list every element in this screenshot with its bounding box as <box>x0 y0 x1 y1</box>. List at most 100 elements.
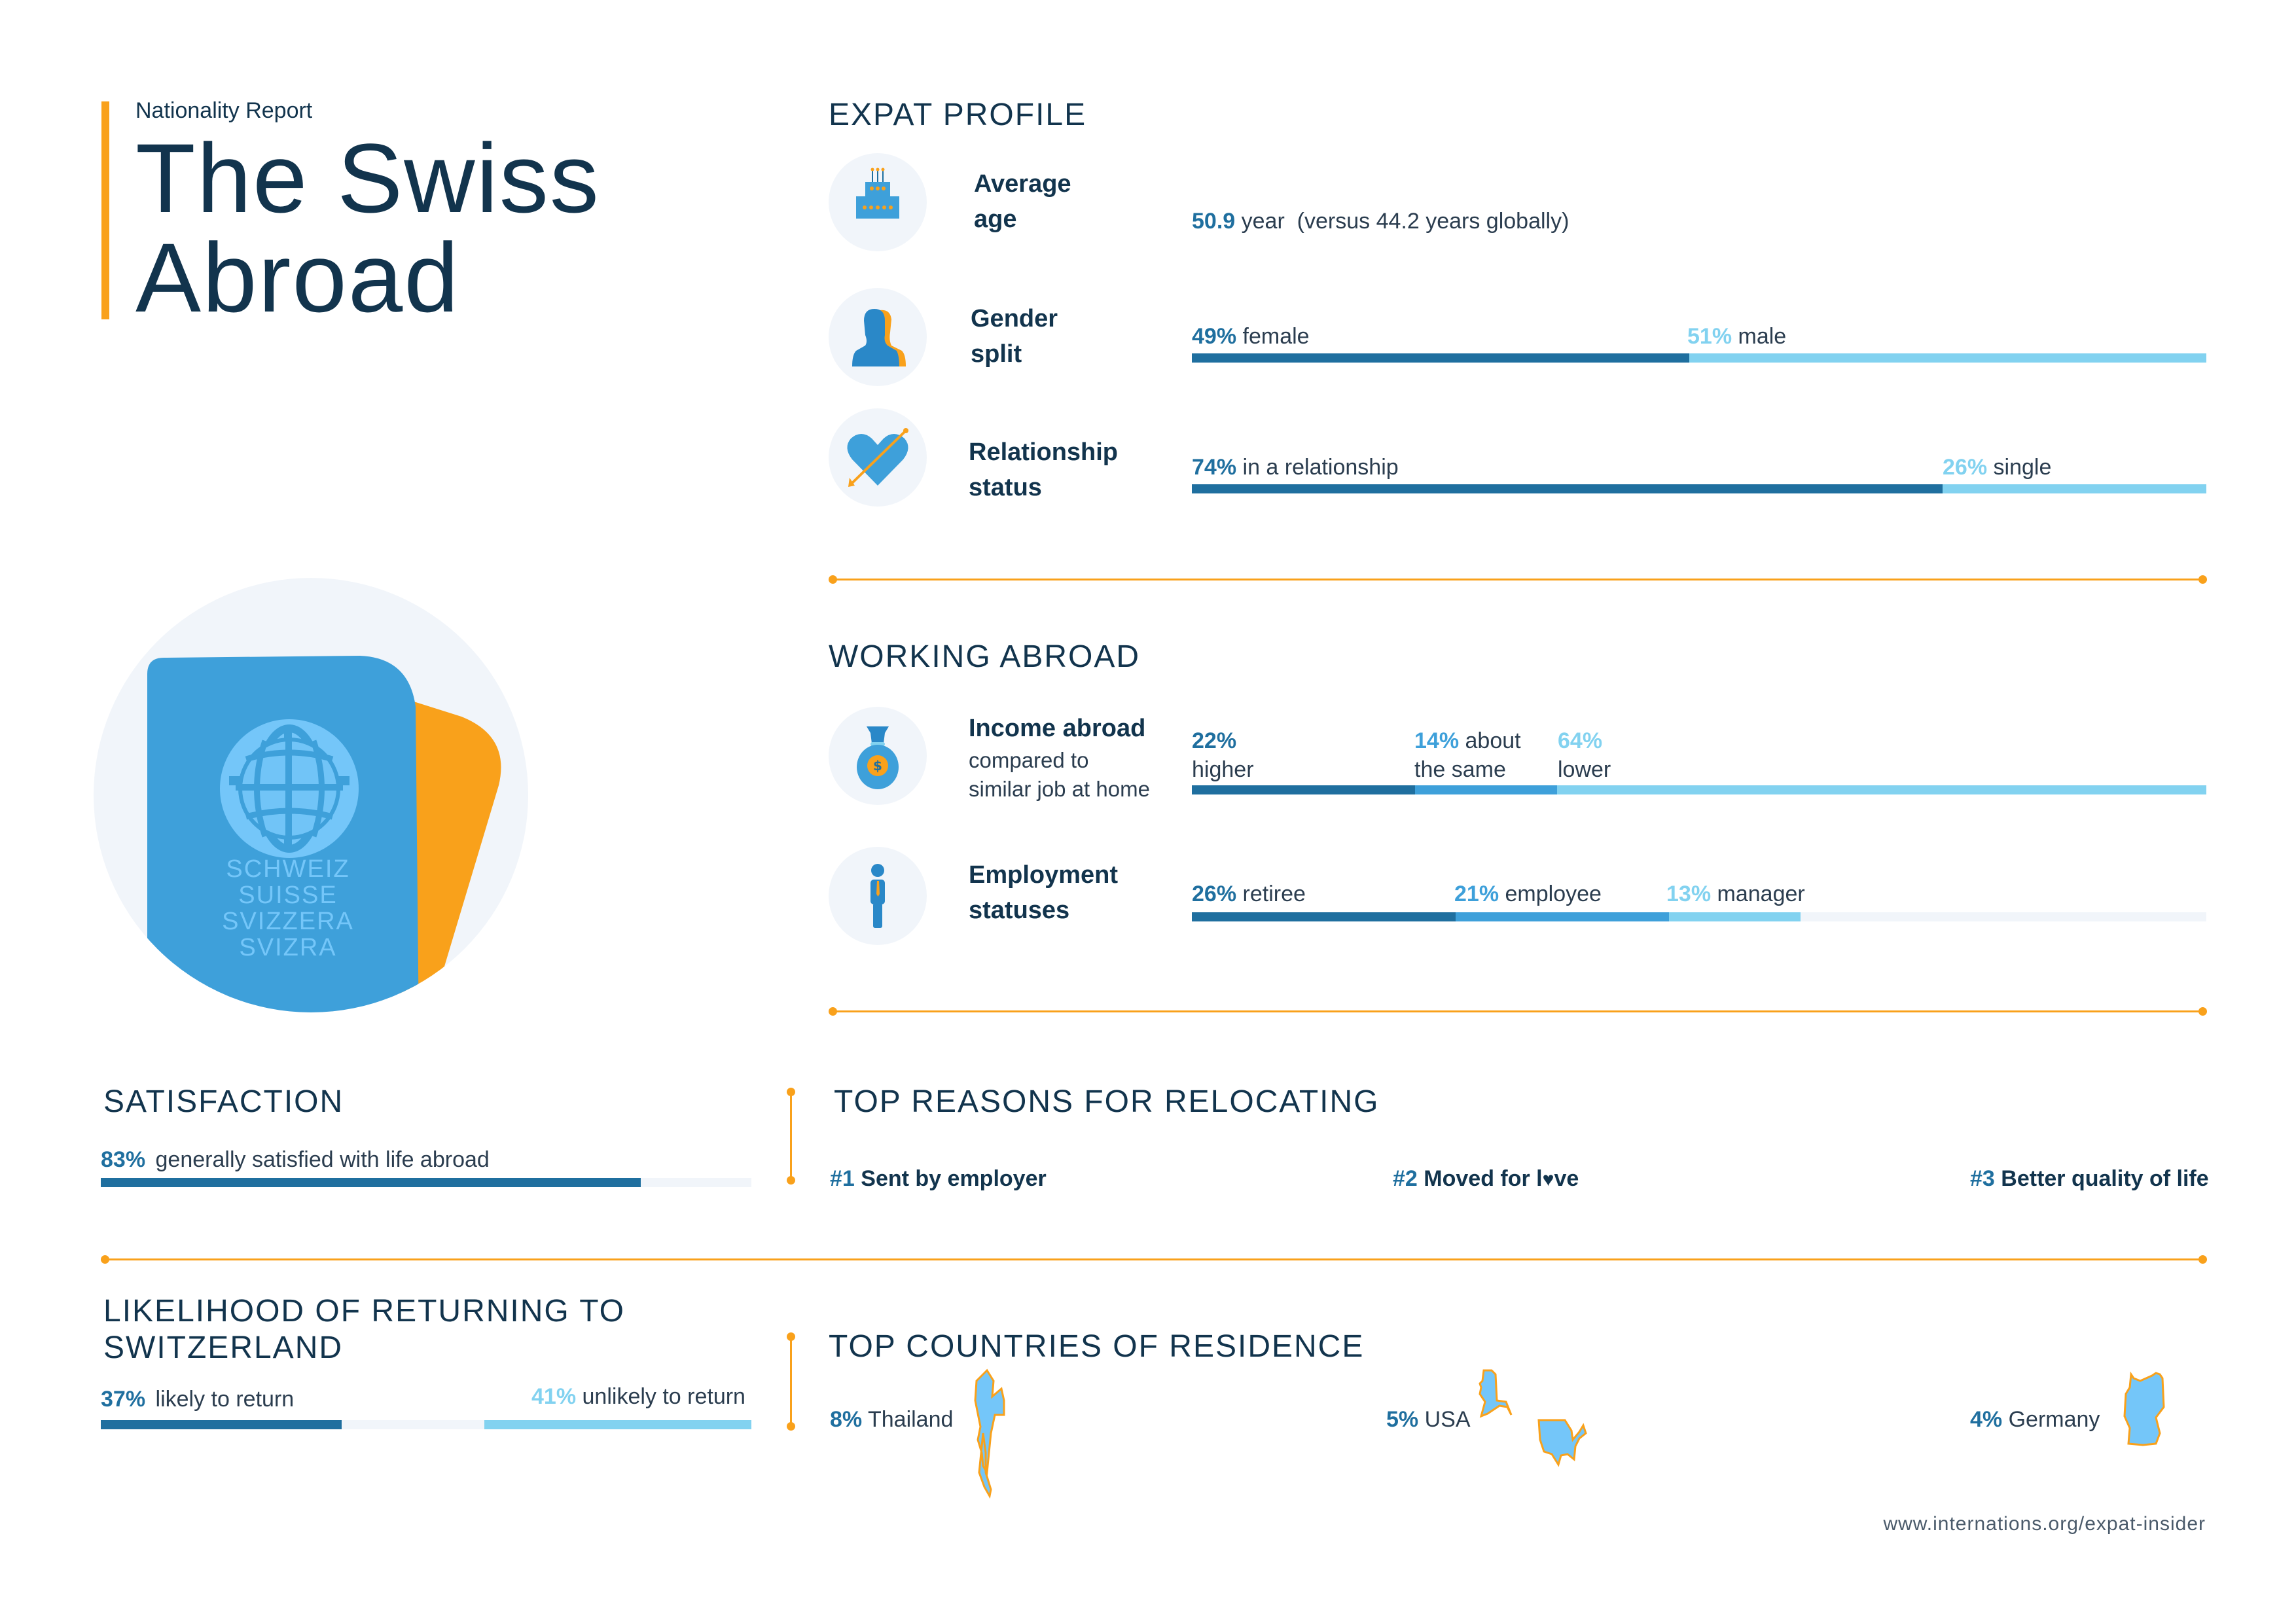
reason-item-2: #2 Moved for l♥ve <box>1393 1166 1579 1192</box>
section-divider <box>829 1007 2207 1016</box>
svg-text:$: $ <box>873 758 882 774</box>
relationship-label-line1: Relationship <box>969 438 1119 466</box>
age-value: 50.9 <box>1192 209 1236 234</box>
title-accent-bar <box>101 101 109 319</box>
page-title: The Swiss Abroad <box>135 128 600 327</box>
returning-likely-stat: 37% likely to return <box>101 1386 294 1412</box>
gender-bar-female <box>1192 353 1689 363</box>
gender-icon-circle <box>829 288 927 386</box>
country-name: USA <box>1424 1407 1471 1432</box>
vertical-divider <box>787 1088 795 1185</box>
likely-pct: 37% <box>101 1387 146 1412</box>
passport-illustration: SCHWEIZ SUISSE SVIZZERA SVIZRA <box>92 576 530 1014</box>
returning-bar-likely <box>101 1420 342 1429</box>
satisfaction-text: generally satisfied with life abroad <box>155 1147 490 1172</box>
male-pct: 51% <box>1687 324 1732 349</box>
income-higher-stat: 22% higher <box>1192 726 1254 784</box>
country-pct: 8% <box>830 1407 863 1432</box>
age-label-line2: age <box>974 205 1017 233</box>
country-name: Thailand <box>867 1407 954 1432</box>
returning-bar-gap <box>341 1420 485 1429</box>
unlikely-text: unlikely to return <box>582 1384 745 1409</box>
reason-text-after: ve <box>1554 1166 1579 1191</box>
thailand-map-icon <box>974 1368 1005 1499</box>
manager-pct: 13% <box>1666 882 1712 906</box>
age-label-line1: Average <box>974 170 1071 198</box>
top-countries-heading: TOP COUNTRIES OF RESIDENCE <box>829 1329 1365 1364</box>
employment-manager-stat: 13% manager <box>1666 881 1805 907</box>
working-abroad-heading: WORKING ABROAD <box>829 639 1141 674</box>
vertical-divider <box>787 1332 795 1431</box>
income-lower-label: lower <box>1558 757 1611 782</box>
returning-heading-line1: LIKELIHOOD OF RETURNING TO <box>103 1294 626 1329</box>
employment-bar <box>1192 912 2206 921</box>
income-same-label2: the same <box>1414 757 1506 782</box>
woman-man-silhouette-icon <box>852 309 906 366</box>
age-stat: 50.9 year (versus 44.2 years globally) <box>1192 208 1569 234</box>
relationship-label: Relationship status <box>969 435 1118 505</box>
report-kicker: Nationality Report <box>135 98 313 123</box>
reason-text: Sent by employer <box>861 1166 1047 1191</box>
female-pct: 49% <box>1192 324 1237 349</box>
gender-bar <box>1192 353 2206 363</box>
age-text: year (versus 44.2 years globally) <box>1241 209 1570 234</box>
income-label-sub1: compared to <box>969 748 1089 772</box>
relationship-bar <box>1192 484 2206 493</box>
returning-bar-unlikely <box>484 1420 751 1429</box>
retiree-pct: 26% <box>1192 882 1237 906</box>
page-title-line2: Abroad <box>135 223 460 332</box>
employment-retiree-stat: 26% retiree <box>1192 881 1306 907</box>
reason-text-before: Moved for l <box>1424 1166 1543 1191</box>
page-title-line1: The Swiss <box>135 123 600 233</box>
country-pct: 5% <box>1386 1407 1419 1432</box>
passport-line: SUISSE <box>238 882 338 909</box>
retiree-label: retiree <box>1242 882 1306 906</box>
businessperson-icon <box>870 864 885 928</box>
employment-bar-manager <box>1668 912 1801 921</box>
gender-male-stat: 51% male <box>1687 323 1786 349</box>
returning-heading: LIKELIHOOD OF RETURNING TO SWITZERLAND <box>103 1293 625 1366</box>
passport-text: SCHWEIZ SUISSE SVIZZERA SVIZRA <box>190 856 386 961</box>
germany-map-icon <box>2123 1371 2165 1446</box>
single-text: single <box>1993 455 2052 480</box>
passport-icon <box>94 578 528 1012</box>
age-label: Average age <box>974 166 1071 237</box>
male-label: male <box>1738 324 1787 349</box>
reason-text: Better quality of life <box>2001 1166 2209 1191</box>
money-bag-icon: $ <box>857 726 899 789</box>
reason-rank: #2 <box>1393 1166 1418 1191</box>
employment-label-line2: statuses <box>969 897 1070 924</box>
income-bar-same <box>1415 785 1557 794</box>
passport-line: SCHWEIZ <box>226 855 350 883</box>
returning-bar <box>101 1420 751 1429</box>
country-pct: 4% <box>1970 1407 2003 1432</box>
single-pct: 26% <box>1943 455 1988 480</box>
employment-icon-circle <box>829 847 927 945</box>
age-icon-circle <box>829 153 927 251</box>
relationship-bar-in <box>1192 484 1943 493</box>
income-label: Income abroad compared to similar job at… <box>969 711 1150 804</box>
relationship-single-stat: 26% single <box>1943 454 2051 480</box>
section-divider <box>829 575 2207 584</box>
gender-label-line2: split <box>971 340 1022 368</box>
country-item-usa: 5% USA <box>1386 1407 1471 1433</box>
relationship-in-stat: 74% in a relationship <box>1192 454 1399 480</box>
satisfaction-bar <box>101 1178 751 1187</box>
section-divider <box>101 1255 2207 1264</box>
income-lower-pct: 64% <box>1558 728 1603 753</box>
reason-item-3: #3 Better quality of life <box>1970 1166 2209 1192</box>
relationship-icon-circle <box>829 408 927 507</box>
income-higher-label: higher <box>1192 757 1254 782</box>
likely-text: likely to return <box>155 1387 295 1412</box>
satisfaction-bar-fill <box>101 1178 641 1187</box>
reason-item-1: #1 Sent by employer <box>830 1166 1047 1192</box>
employment-bar-employee <box>1456 912 1669 921</box>
top-reasons-heading: TOP REASONS FOR RELOCATING <box>834 1084 1380 1119</box>
manager-label: manager <box>1717 882 1805 906</box>
income-same-stat: 14% about the same <box>1414 726 1521 784</box>
source-url[interactable]: www.internations.org/expat-insider <box>1883 1513 2206 1535</box>
reason-rank: #3 <box>1970 1166 1995 1191</box>
satisfaction-heading: SATISFACTION <box>103 1084 344 1119</box>
employee-pct: 21% <box>1454 882 1499 906</box>
relationship-label-line2: status <box>969 474 1042 501</box>
